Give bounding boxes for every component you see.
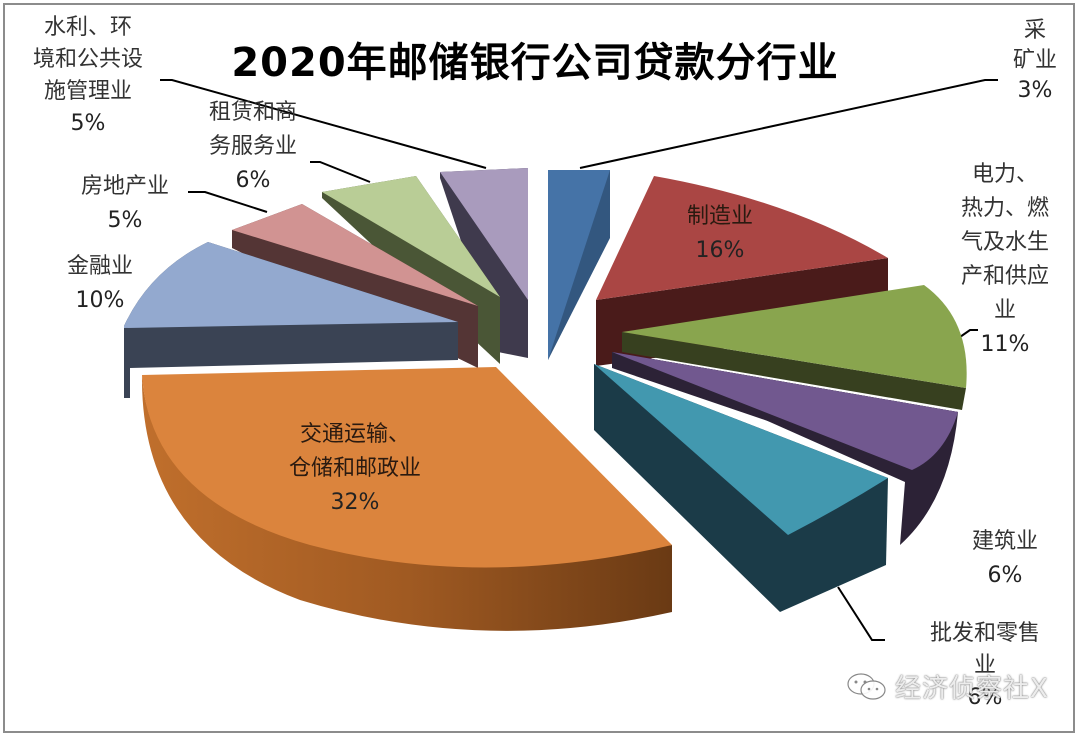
label-finance-pct: 10% (75, 288, 125, 313)
label-construction-pct: 6% (987, 563, 1023, 588)
label-finance: 金融业 10% (45, 250, 155, 318)
slice-construction[interactable] (612, 352, 958, 545)
label-water: 水利、环 境和公共设 施管理业 5% (8, 12, 168, 140)
wechat-icon (847, 672, 886, 700)
label-realestate-pct: 5% (107, 208, 143, 233)
label-wholesale-pct: 6% (967, 685, 1003, 710)
label-leasing-name: 租赁和商 务服务业 (208, 100, 297, 159)
label-construction: 建筑业 6% (950, 525, 1060, 593)
chart-title: 2020年邮储银行公司贷款分行业 (0, 30, 1080, 88)
slice-transport[interactable] (141, 367, 672, 631)
leader-line-water (160, 79, 487, 169)
label-leasing: 租赁和商 务服务业 6% (188, 96, 318, 198)
slice-water[interactable] (440, 168, 528, 358)
label-manufacturing: 制造业 16% (660, 200, 780, 268)
leader-lines (160, 79, 998, 641)
label-utilities-pct: 11% (980, 332, 1030, 357)
label-manufacturing-name: 制造业 (686, 204, 753, 229)
slice-utilities[interactable] (622, 285, 967, 410)
label-construction-name: 建筑业 (971, 529, 1038, 554)
label-mining-name: 采矿业 (1012, 18, 1057, 73)
leader-line-realestate (188, 191, 268, 213)
label-mining: 采矿业 3% (1000, 16, 1070, 106)
label-realestate-name: 房地产业 (80, 174, 169, 199)
watermark-text: 经济侦察社X (895, 674, 1049, 704)
label-water-name: 水利、环 境和公共设 施管理业 (32, 15, 143, 104)
label-realestate: 房地产业 5% (60, 170, 190, 238)
label-wholesale-name: 批发和零售业 (929, 621, 1040, 678)
label-water-pct: 5% (70, 111, 106, 136)
slice-mining[interactable] (548, 170, 610, 360)
label-transport-pct: 32% (330, 490, 380, 515)
chart-title-text: 2020年邮储银行公司贷款分行业 (231, 40, 839, 86)
label-transport-name: 交通运输、 仓储和邮政业 (288, 422, 421, 481)
slice-finance[interactable] (124, 242, 458, 398)
label-finance-name: 金融业 (66, 254, 133, 279)
leader-line-utilities (959, 329, 978, 338)
leader-line-mining (579, 79, 998, 169)
slice-wholesale[interactable] (594, 364, 888, 612)
label-mining-pct: 3% (1017, 78, 1053, 103)
leader-line-leasing (310, 161, 371, 183)
label-transport: 交通运输、 仓储和邮政业 32% (255, 418, 455, 520)
leader-line-wholesale (837, 586, 885, 641)
label-utilities-name: 电力、 热力、燃 气及水生 产和供应业 (960, 162, 1049, 323)
watermark: 经济侦察社X (845, 668, 1049, 705)
label-utilities: 电力、 热力、燃 气及水生 产和供应业 11% (945, 158, 1065, 362)
label-manufacturing-pct: 16% (695, 238, 745, 263)
label-wholesale: 批发和零售业 6% (905, 618, 1065, 714)
label-leasing-pct: 6% (235, 168, 271, 193)
